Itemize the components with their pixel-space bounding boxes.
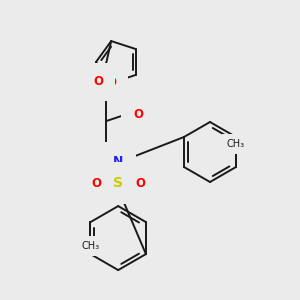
Text: CH₃: CH₃ (227, 139, 245, 149)
Text: O: O (133, 108, 143, 121)
Text: N: N (113, 154, 123, 168)
Text: H: H (122, 100, 131, 110)
Text: CH₃: CH₃ (81, 241, 100, 251)
Text: O: O (135, 177, 145, 190)
Text: O: O (106, 76, 116, 89)
Text: S: S (113, 176, 123, 190)
Text: O: O (91, 177, 101, 190)
Text: O: O (93, 75, 103, 88)
